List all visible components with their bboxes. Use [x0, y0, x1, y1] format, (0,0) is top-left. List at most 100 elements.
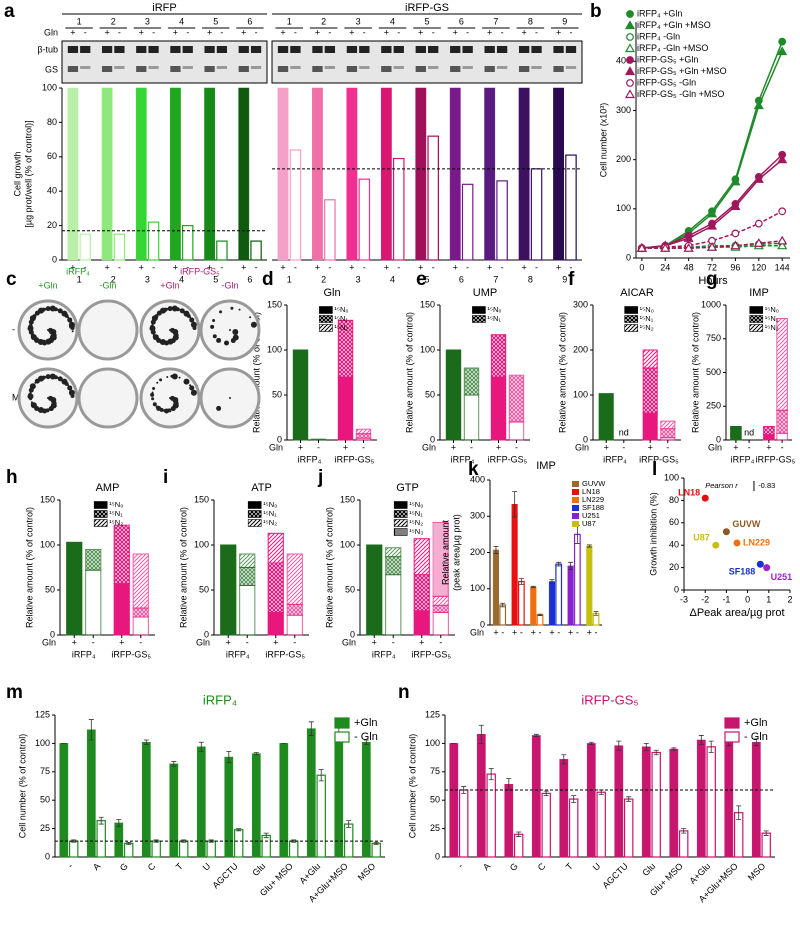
bar: [518, 87, 530, 261]
data-point: [777, 46, 788, 56]
colony: [159, 378, 163, 382]
x-tick-label: 9: [562, 274, 567, 284]
bar-segment: [310, 438, 327, 441]
annotation: Pearson r: [705, 481, 738, 490]
colony: [167, 408, 172, 413]
sign-label: -: [501, 262, 504, 272]
legend-label: +Gln: [744, 717, 768, 729]
bar: [513, 833, 524, 858]
colony: [151, 397, 155, 401]
bar: [123, 842, 134, 858]
y-tick-label: 100: [42, 82, 57, 92]
blot-band: [216, 46, 228, 53]
colony: [70, 393, 75, 398]
colony: [30, 402, 37, 409]
x-tick-label: 0: [639, 262, 644, 272]
panel-letter: h: [6, 467, 18, 488]
bar-segment: [286, 553, 303, 605]
data-point: [756, 560, 764, 568]
error-bar: [643, 743, 649, 751]
error-bar: [346, 820, 352, 828]
blot-band: [204, 66, 215, 72]
blot-band: [101, 46, 113, 53]
sign-label: +: [419, 637, 424, 647]
error-bar: [753, 738, 759, 747]
chart-title: IMP: [536, 460, 556, 472]
sign-label: +: [207, 262, 212, 272]
y-tick-label: 80: [47, 117, 57, 127]
y-axis-label: Relative amount (% of control): [251, 312, 261, 433]
x-tick-label: 144: [775, 262, 790, 272]
legend-swatch: [572, 521, 579, 527]
bar-segment: [337, 319, 354, 378]
bar: [706, 746, 716, 858]
point-label: SF188: [729, 567, 756, 577]
colony: [159, 338, 166, 345]
colony: [230, 306, 234, 310]
blot-band: [216, 66, 228, 69]
legend-swatch: [393, 501, 408, 509]
bar: [324, 199, 336, 261]
legend-swatch: [572, 513, 579, 519]
bar: [586, 545, 593, 626]
sign-label: +: [487, 262, 492, 272]
sign-label: -: [294, 262, 297, 272]
x-tick-label: 3: [356, 274, 361, 284]
colony: [175, 307, 180, 312]
colony: [163, 409, 167, 413]
y-axis-label: [µg prot/well (% of control)]: [23, 120, 33, 227]
colony: [166, 375, 169, 378]
gln-sign: +: [349, 27, 354, 37]
bar: [279, 743, 289, 858]
error-bar: [516, 831, 522, 837]
y-tick-label: 0: [52, 254, 57, 264]
data-point: [753, 238, 764, 247]
sign-label: +: [733, 442, 738, 452]
error-bar: [198, 741, 204, 752]
data-point: [778, 207, 787, 216]
blot-band: [182, 66, 193, 69]
legend-swatch: [624, 324, 638, 332]
bar: [696, 739, 706, 858]
y-tick-label: 75: [40, 766, 50, 776]
bar: [238, 87, 250, 261]
blot-band: [114, 46, 125, 53]
bar-segment: [239, 553, 256, 568]
bar: [113, 233, 126, 261]
bar: [316, 774, 326, 858]
sign-label: +: [587, 627, 592, 637]
bar: [306, 728, 316, 858]
gln-sign: +: [522, 27, 527, 37]
gln-sign: +: [173, 27, 178, 37]
blot-band: [346, 66, 358, 72]
colony: [49, 397, 53, 401]
blot-band: [415, 66, 426, 72]
error-bar: [653, 749, 659, 756]
legend-label: U87: [582, 519, 596, 528]
bar-segment: [220, 544, 237, 636]
x-label: Gln: [42, 637, 56, 647]
error-bar: [533, 733, 539, 737]
blot-band: [170, 66, 181, 72]
colony: [48, 407, 52, 411]
blot-label: β-tub: [37, 44, 58, 54]
legend-label: iRFP₄ +Gln +MSO: [637, 20, 711, 30]
blot-band: [312, 66, 323, 72]
error-bar: [698, 735, 704, 745]
y-tick-label: 100: [35, 738, 50, 748]
sign-label: +: [280, 262, 285, 272]
colony: [71, 330, 74, 333]
blot-band: [204, 46, 215, 53]
bar-segment: [776, 432, 788, 441]
gln-sign: +: [207, 27, 212, 37]
blot-band: [518, 46, 530, 53]
data-point: [730, 176, 741, 186]
sign-label: +: [343, 442, 348, 452]
colony: [30, 318, 34, 322]
sign-label: +: [522, 262, 527, 272]
colony: [69, 389, 73, 393]
y-tick-label: 75: [430, 766, 440, 776]
y-tick-label: 0: [626, 252, 631, 262]
group-label: iRFP-GS₅: [639, 454, 679, 464]
legend-label: ¹⁵N₁: [263, 509, 277, 518]
